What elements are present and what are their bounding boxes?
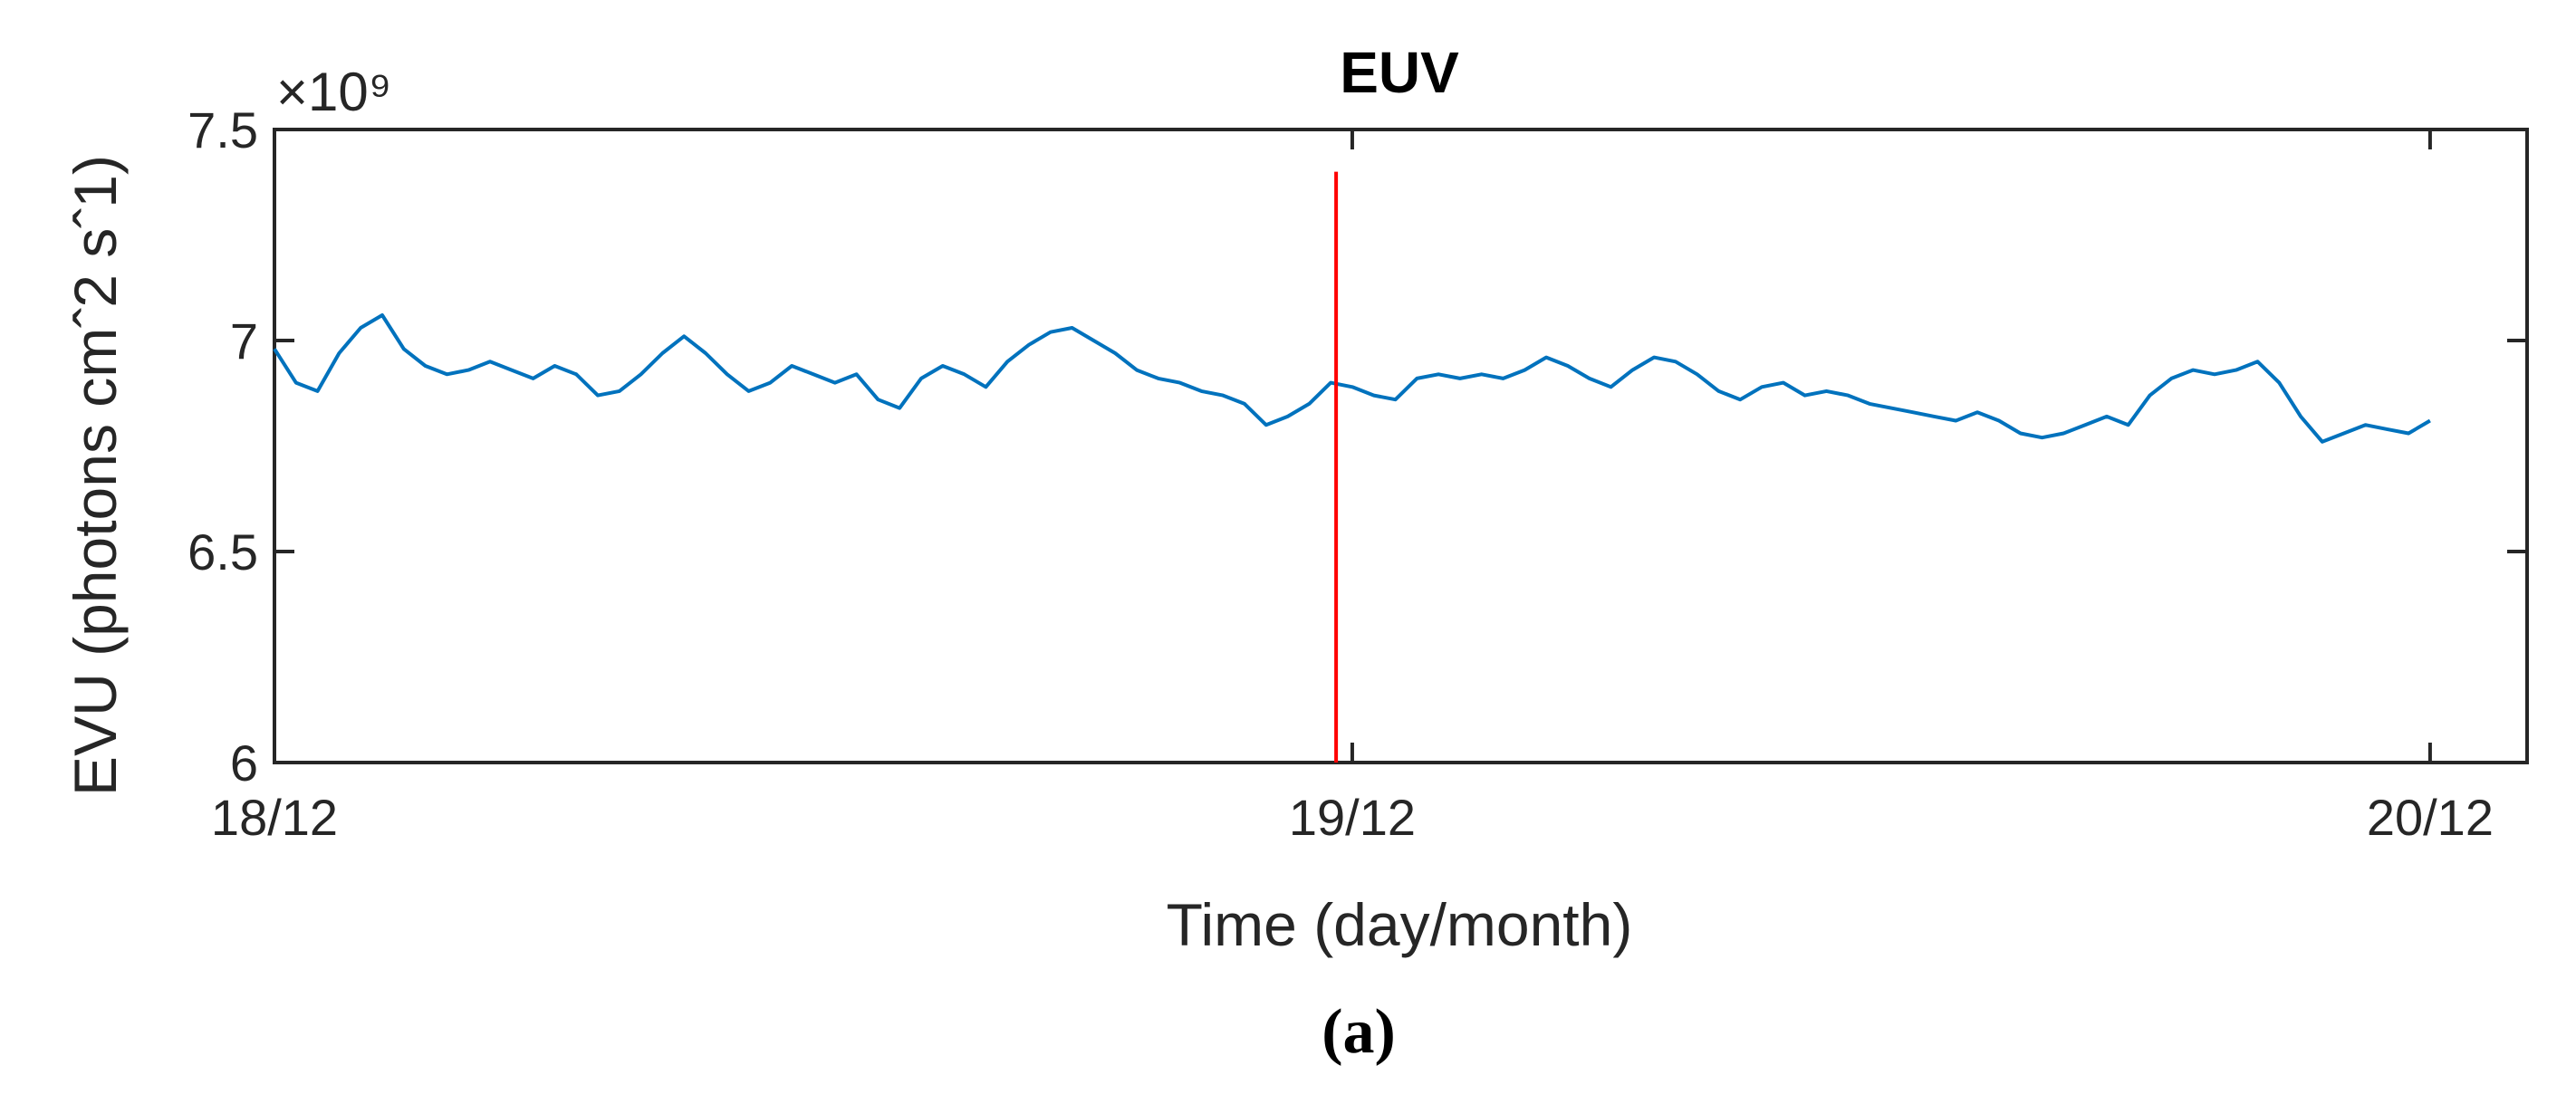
y-tick-label: 7 — [230, 312, 258, 369]
y-axis-label: EVU (photons cmˆ2 sˆ1) — [62, 155, 129, 796]
y-tick-label: 6 — [230, 734, 258, 792]
series-layer — [273, 313, 2431, 444]
x-axis-label: Time (day/month) — [1167, 891, 1633, 958]
tick-layer: 6 6.5 7 7.5 18/12 19/12 20/12 — [187, 101, 2527, 846]
x-tick-label: 20/12 — [2367, 789, 2494, 846]
x-tick-label: 18/12 — [211, 789, 338, 846]
figure-caption: (a) — [1322, 997, 1396, 1067]
chart-title: EUV — [1340, 40, 1459, 105]
y-exponent-label: ×10⁹ — [276, 62, 391, 122]
y-tick-label: 6.5 — [187, 523, 258, 581]
axes-frame — [273, 128, 2529, 764]
y-tick-label: 7.5 — [187, 101, 258, 158]
x-tick-label: 19/12 — [1289, 789, 1416, 846]
series-line-0 — [273, 313, 2431, 444]
plot-area-box — [273, 128, 2529, 764]
